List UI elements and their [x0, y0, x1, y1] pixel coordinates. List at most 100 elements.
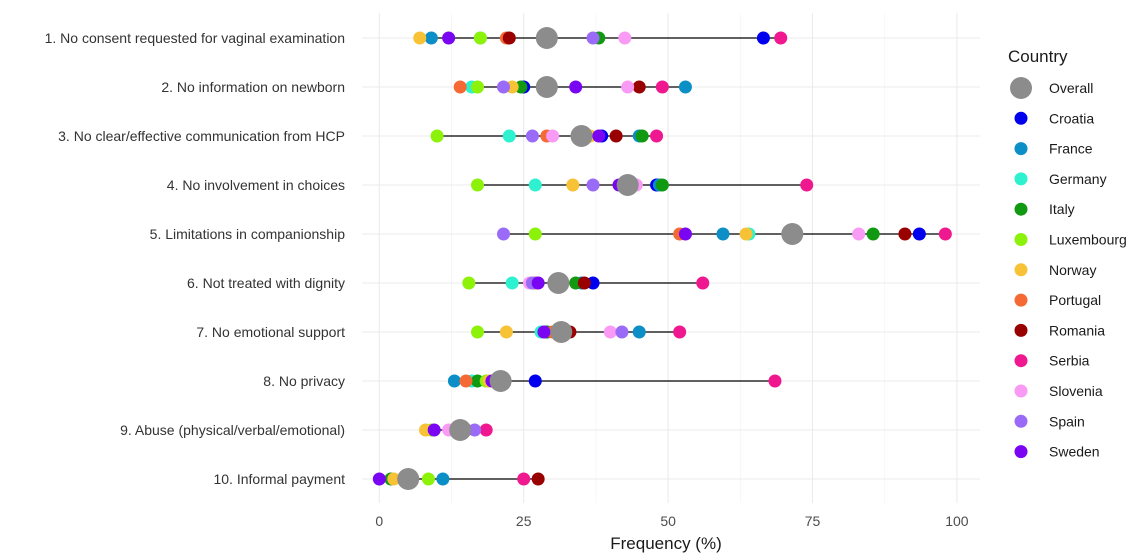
legend-marker [1014, 354, 1028, 368]
data-point-france [632, 325, 646, 339]
data-point-croatia [756, 31, 770, 45]
x-tick-label: 50 [660, 513, 676, 529]
data-point-france [424, 31, 438, 45]
data-point-serbia [517, 472, 531, 486]
data-point-serbia [768, 374, 782, 388]
data-point-sweden [537, 325, 551, 339]
data-point-slovenia [618, 31, 632, 45]
category-label: 8. No privacy [263, 373, 345, 389]
data-point-croatia [912, 227, 926, 241]
legend-label: Norway [1049, 262, 1096, 278]
data-point-sweden [372, 472, 386, 486]
legend-label: Portugal [1049, 292, 1101, 308]
legend-marker [1014, 202, 1028, 216]
data-point-spain [497, 227, 511, 241]
data-point-france [716, 227, 730, 241]
x-tick-label: 75 [805, 513, 821, 529]
legend-title: Country [1008, 47, 1068, 66]
data-point-overall [781, 223, 804, 245]
legend-label: Romania [1049, 322, 1105, 338]
data-point-italy [635, 129, 649, 143]
category-label: 5. Limitations in companionship [150, 226, 346, 242]
data-point-norway [739, 227, 753, 241]
legend-marker [1014, 384, 1028, 398]
legend-label: France [1049, 141, 1093, 157]
data-point-romania [577, 276, 591, 290]
data-point-luxembourg [430, 129, 444, 143]
category-label: 6. Not treated with dignity [187, 275, 345, 291]
data-point-romania [609, 129, 623, 143]
legend-label: Serbia [1049, 353, 1090, 369]
data-point-serbia [650, 129, 664, 143]
legend-marker [1014, 445, 1028, 459]
data-point-spain [497, 80, 511, 94]
data-point-romania [502, 31, 516, 45]
category-label: 9. Abuse (physical/verbal/emotional) [120, 422, 345, 438]
x-tick-label: 100 [945, 513, 969, 529]
data-point-france [678, 80, 692, 94]
data-point-serbia [479, 423, 493, 437]
data-point-sweden [569, 80, 583, 94]
data-point-serbia [774, 31, 788, 45]
data-point-portugal [453, 80, 467, 94]
data-point-france [436, 472, 450, 486]
data-point-sweden [531, 276, 545, 290]
data-point-romania [531, 472, 545, 486]
data-point-serbia [696, 276, 710, 290]
data-point-slovenia [852, 227, 866, 241]
data-point-overall [550, 321, 573, 343]
legend-marker [1014, 414, 1028, 428]
data-point-sweden [442, 31, 456, 45]
legend-marker [1014, 111, 1028, 125]
category-label: 1. No consent requested for vaginal exam… [45, 30, 345, 46]
legend-label: Slovenia [1049, 383, 1103, 399]
data-point-slovenia [621, 80, 635, 94]
category-label: 10. Informal payment [213, 471, 345, 487]
range-segments [379, 37, 946, 480]
data-point-overall [570, 125, 593, 147]
data-point-slovenia [603, 325, 617, 339]
data-point-spain [615, 325, 629, 339]
data-point-overall [397, 468, 420, 490]
legend-label: Sweden [1049, 444, 1100, 460]
legend-marker [1014, 263, 1028, 277]
data-point-croatia [528, 374, 542, 388]
data-point-luxembourg [471, 80, 485, 94]
data-point-luxembourg [473, 31, 487, 45]
data-point-italy [655, 178, 669, 192]
data-point-overall [489, 370, 512, 392]
legend-label: Italy [1049, 201, 1075, 217]
data-point-spain [586, 31, 600, 45]
data-point-spain [468, 423, 482, 437]
category-label: 7. No emotional support [196, 324, 345, 340]
legend-label: Germany [1049, 171, 1107, 187]
data-point-norway [566, 178, 580, 192]
legend-marker [1014, 142, 1028, 156]
legend-marker [1014, 233, 1028, 246]
data-point-serbia [800, 178, 814, 192]
data-point-overall [535, 27, 558, 49]
data-point-sweden [678, 227, 692, 241]
legend-label: Luxembourg [1049, 232, 1127, 248]
legend: Country Overall Croatia France Germany Italy… [1008, 47, 1127, 460]
x-axis-title: Frequency (%) [610, 534, 721, 553]
axes: 1. No consent requested for vaginal exam… [45, 30, 969, 529]
data-point-luxembourg [471, 325, 485, 339]
data-point-luxembourg [528, 227, 542, 241]
data-point-germany [502, 129, 516, 143]
data-point-spain [525, 129, 539, 143]
data-point-france [447, 374, 461, 388]
legend-marker [1014, 293, 1028, 307]
data-point-luxembourg [471, 178, 485, 192]
data-point-norway [413, 31, 427, 45]
legend-label: Spain [1049, 413, 1085, 429]
data-point-sweden [592, 129, 606, 143]
legend-marker [1010, 77, 1032, 99]
data-points [372, 27, 952, 490]
data-point-overall [449, 419, 472, 441]
data-point-serbia [655, 80, 669, 94]
category-label: 4. No involvement in choices [167, 177, 345, 193]
data-point-luxembourg [421, 472, 435, 486]
legend-marker [1014, 172, 1028, 186]
data-point-slovenia [546, 129, 560, 143]
